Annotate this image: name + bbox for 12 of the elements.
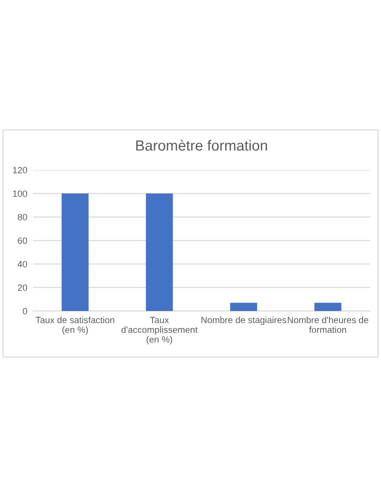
y-tick-label: 20 (18, 284, 28, 291)
y-tick-label: 0 (22, 308, 28, 314)
x-tick-label: Taux d'accomplissement (en %) (122, 316, 198, 344)
x-tick-label: Nombre de stagiaires (201, 316, 286, 325)
y-tick-label: 40 (18, 260, 28, 268)
chart-title: Baromètre formation (136, 140, 268, 151)
y-tick-label: 60 (18, 237, 28, 244)
x-tick-label: Taux de satisfaction (en %) (36, 316, 114, 335)
y-tick-label: 80 (18, 214, 28, 220)
x-tick-label: Nombre d'heures de formation (288, 316, 368, 333)
y-tick-label: 120 (13, 166, 28, 174)
y-tick-label: 100 (13, 190, 28, 197)
